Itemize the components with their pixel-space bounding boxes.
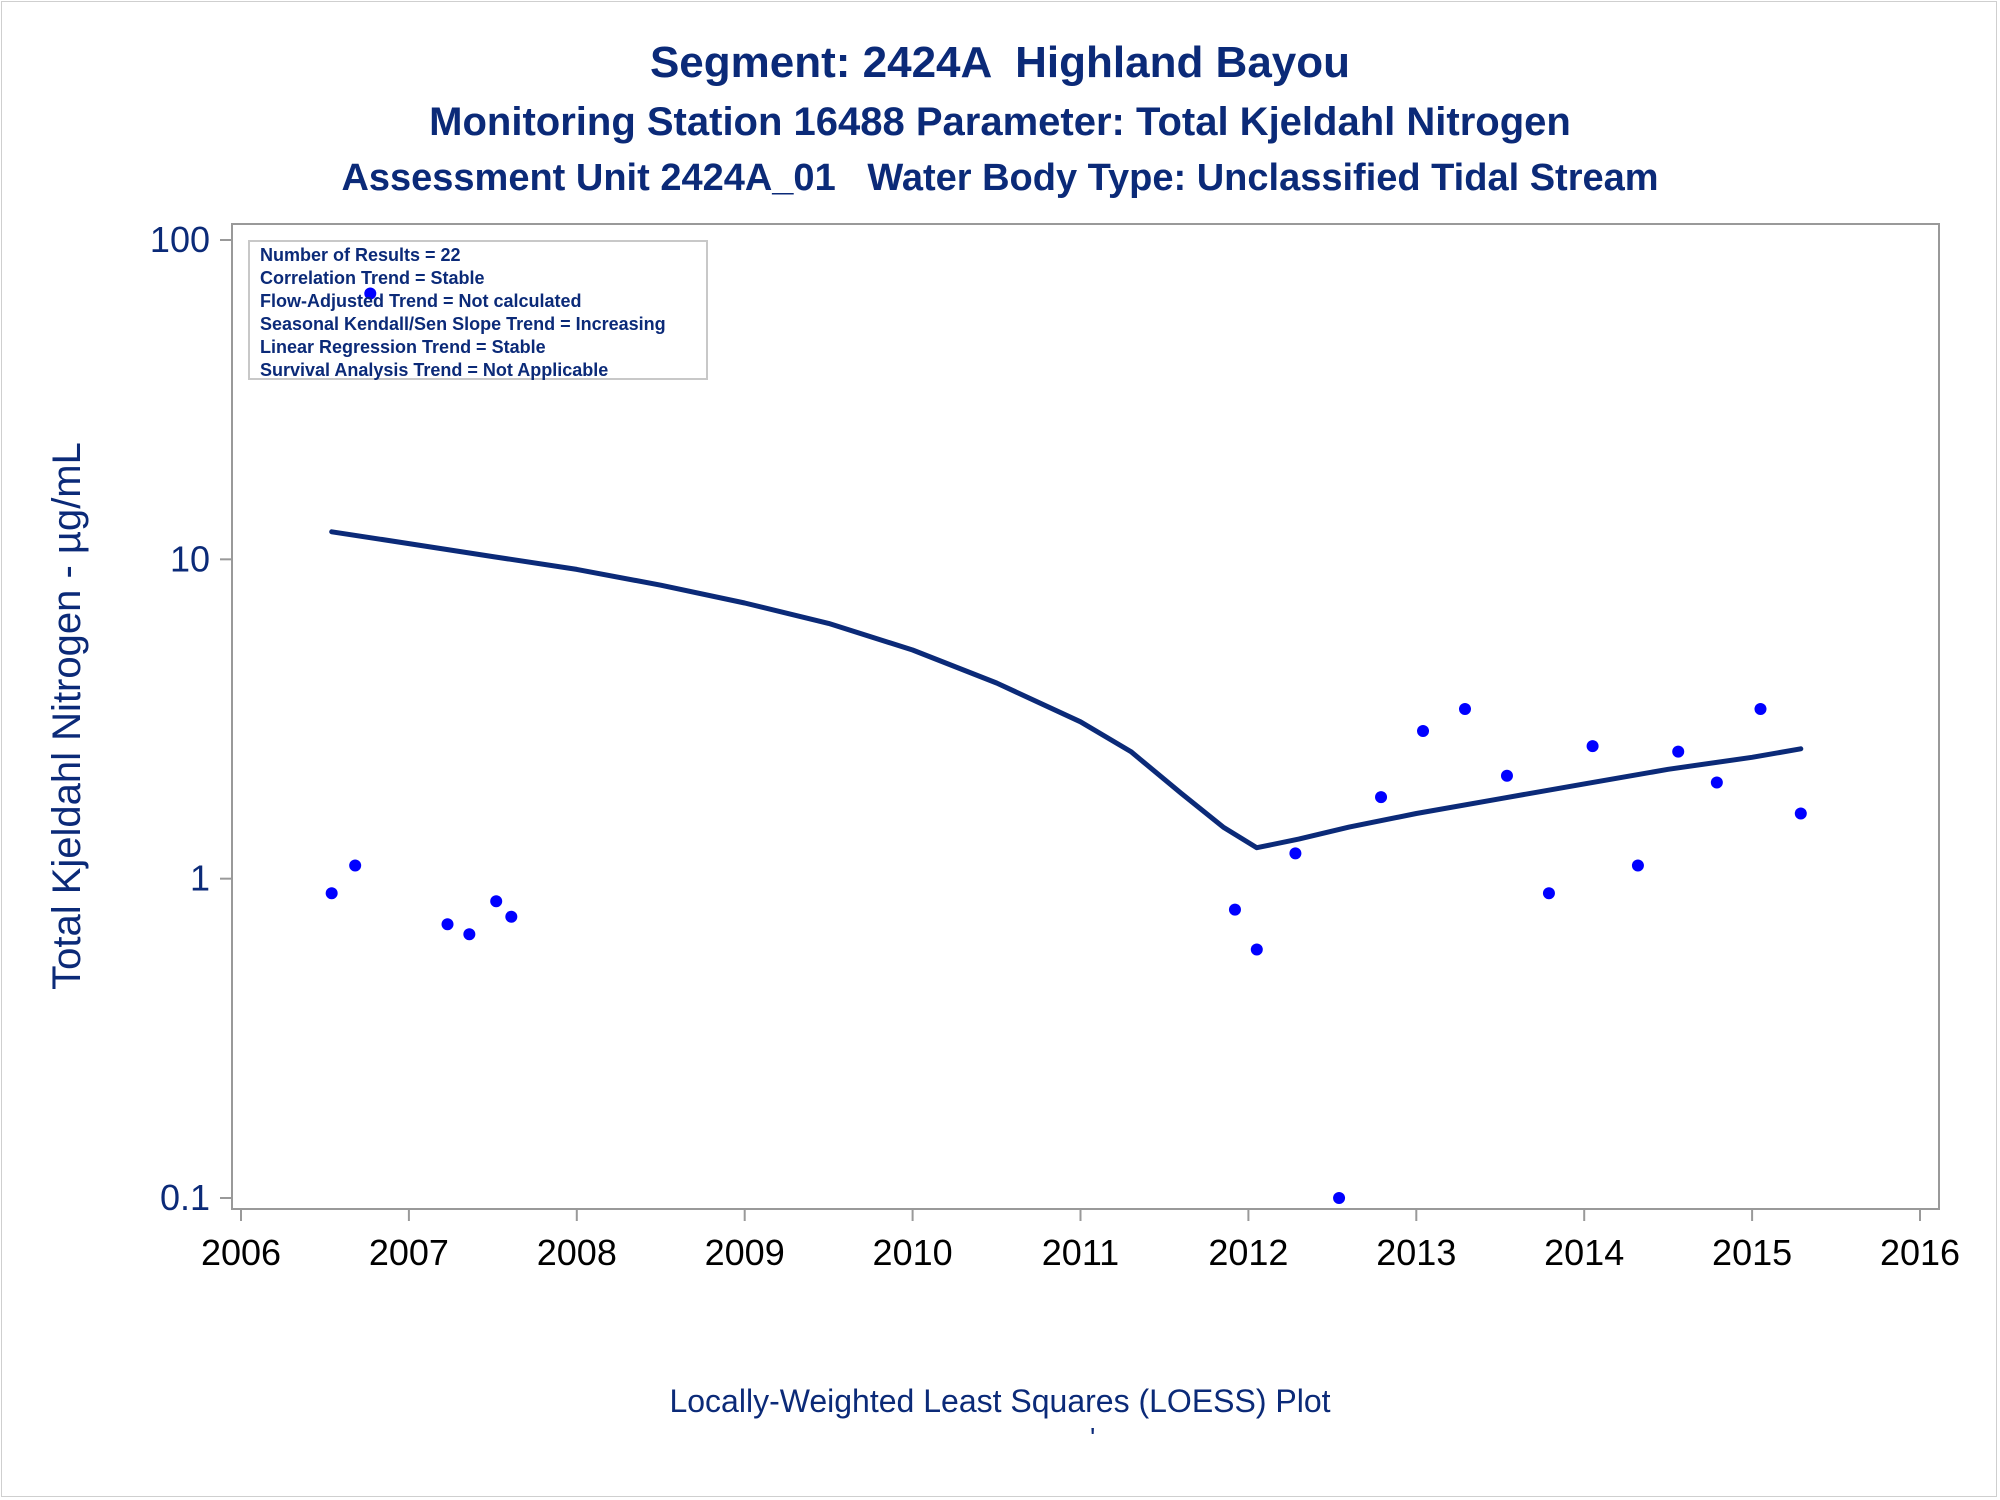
x-tick-label: 2010 bbox=[873, 1232, 953, 1273]
chart-subtitle-2: Assessment Unit 2424A_01 Water Body Type… bbox=[341, 157, 1659, 199]
stats-seasonal-kendall-trend: Seasonal Kendall/Sen Slope Trend = Incre… bbox=[260, 314, 666, 334]
loess-curve bbox=[329, 529, 1804, 851]
y-tick-label: 1 bbox=[190, 858, 210, 899]
data-point bbox=[1375, 791, 1388, 804]
x-tick-label: 2016 bbox=[1880, 1232, 1960, 1273]
x-tick-label: 2007 bbox=[369, 1232, 449, 1273]
data-point bbox=[1500, 769, 1513, 782]
footnote-mark: ' bbox=[1090, 1422, 1096, 1453]
data-point bbox=[349, 859, 362, 872]
stats-linear-regression-trend: Linear Regression Trend = Stable bbox=[260, 337, 546, 357]
x-tick-label: 2013 bbox=[1376, 1232, 1456, 1273]
chart-subtitle: Monitoring Station 16488 Parameter: Tota… bbox=[429, 100, 1571, 144]
x-tick-label: 2014 bbox=[1544, 1232, 1624, 1273]
x-tick-label: 2006 bbox=[201, 1232, 281, 1273]
data-point bbox=[1710, 776, 1723, 789]
stats-number-of-results: Number of Results = 22 bbox=[260, 245, 461, 265]
chart-title: Segment: 2424A Highland Bayou bbox=[649, 38, 1351, 87]
stats-correlation-trend: Correlation Trend = Stable bbox=[260, 268, 485, 288]
x-tick-label: 2015 bbox=[1712, 1232, 1792, 1273]
data-point bbox=[1754, 702, 1767, 715]
data-point bbox=[1794, 807, 1807, 820]
points-layer bbox=[325, 287, 1807, 1204]
data-point bbox=[490, 895, 503, 908]
data-point bbox=[364, 287, 377, 300]
data-point bbox=[1458, 702, 1471, 715]
data-point bbox=[325, 887, 338, 900]
axes: 2006 2007 2008 2009 2010 2011 2012 2013 2014 2015… bbox=[150, 219, 1960, 1273]
data-point bbox=[441, 918, 454, 931]
data-point bbox=[1417, 725, 1430, 738]
plot-area bbox=[231, 223, 1940, 1210]
data-point bbox=[1586, 740, 1599, 753]
y-axis-label: Total Kjeldahl Nitrogen - µg/mL bbox=[45, 442, 89, 990]
data-point bbox=[1672, 745, 1685, 758]
x-tick-label: 2009 bbox=[705, 1232, 785, 1273]
data-point bbox=[1542, 887, 1555, 900]
data-point bbox=[1250, 943, 1263, 956]
y-tick-label: 10 bbox=[170, 538, 210, 579]
x-tick-label: 2012 bbox=[1208, 1232, 1288, 1273]
trend-stats-box: Number of Results = 22 Correlation Trend… bbox=[248, 240, 708, 380]
data-point bbox=[1289, 847, 1302, 860]
y-tick-label: 0.1 bbox=[160, 1177, 210, 1218]
x-tick-label: 2011 bbox=[1042, 1232, 1119, 1273]
data-point bbox=[1228, 903, 1241, 916]
stats-flow-adjusted-trend: Flow-Adjusted Trend = Not calculated bbox=[260, 291, 582, 311]
data-point bbox=[1631, 859, 1644, 872]
footnote: Locally-Weighted Least Squares (LOESS) P… bbox=[669, 1383, 1331, 1419]
data-point bbox=[1333, 1192, 1346, 1204]
data-point bbox=[505, 910, 518, 923]
loess-curve-layer bbox=[329, 529, 1804, 851]
data-point bbox=[463, 928, 476, 941]
y-tick-label: 100 bbox=[150, 219, 210, 260]
stats-survival-analysis-trend: Survival Analysis Trend = Not Applicable bbox=[260, 360, 609, 380]
x-tick-label: 2008 bbox=[537, 1232, 617, 1273]
